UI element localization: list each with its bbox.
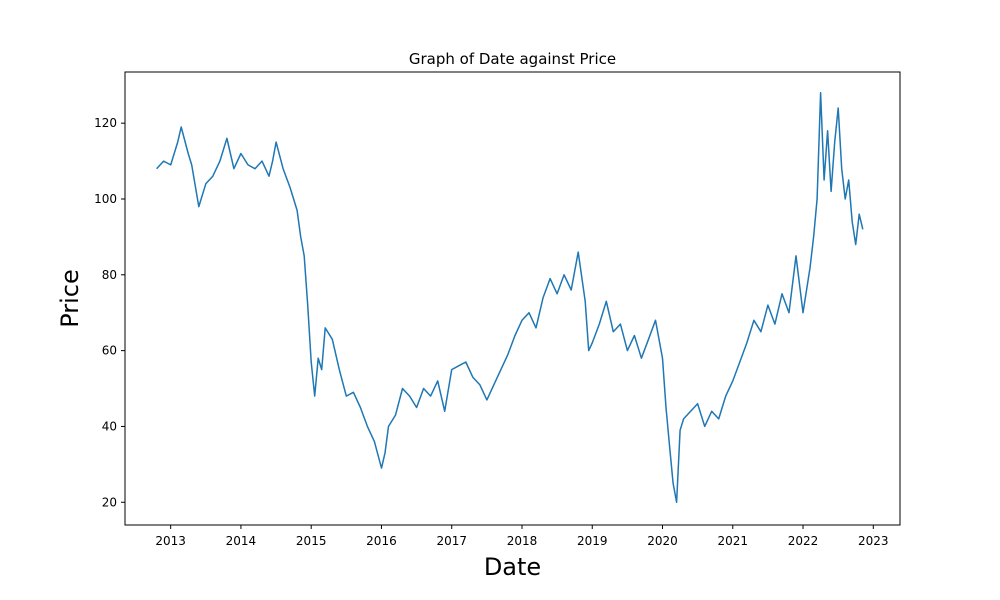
x-tick-label: 2015 xyxy=(296,534,327,548)
x-axis-label: Date xyxy=(484,553,541,581)
plot-frame xyxy=(124,71,901,526)
x-tick-label: 2016 xyxy=(366,534,397,548)
x-axis-ticks: 2013 2014 2015 2016 2017 2018 2019 2020 2021 2022… xyxy=(155,525,889,548)
x-tick-label: 2013 xyxy=(155,534,186,548)
x-tick-label: 2021 xyxy=(718,534,749,548)
x-tick-label: 2014 xyxy=(226,534,257,548)
x-tick-label: 2017 xyxy=(436,534,467,548)
y-tick-label: 40 xyxy=(102,419,117,433)
y-tick-label: 80 xyxy=(102,268,117,282)
x-tick-label: 2020 xyxy=(647,534,678,548)
y-tick-label: 100 xyxy=(94,192,117,206)
price-series-line xyxy=(156,92,864,504)
y-tick-label: 60 xyxy=(102,344,117,358)
y-axis-label: Price xyxy=(56,269,84,328)
y-tick-label: 120 xyxy=(94,116,117,130)
x-tick-label: 2022 xyxy=(788,534,819,548)
x-tick-label: 2018 xyxy=(507,534,538,548)
x-tick-label: 2023 xyxy=(858,534,889,548)
x-tick-label: 2019 xyxy=(577,534,608,548)
chart-title: Graph of Date against Price xyxy=(409,50,616,68)
y-tick-label: 20 xyxy=(102,495,117,509)
y-axis-ticks: 20 40 60 80 100 120 xyxy=(94,116,125,509)
